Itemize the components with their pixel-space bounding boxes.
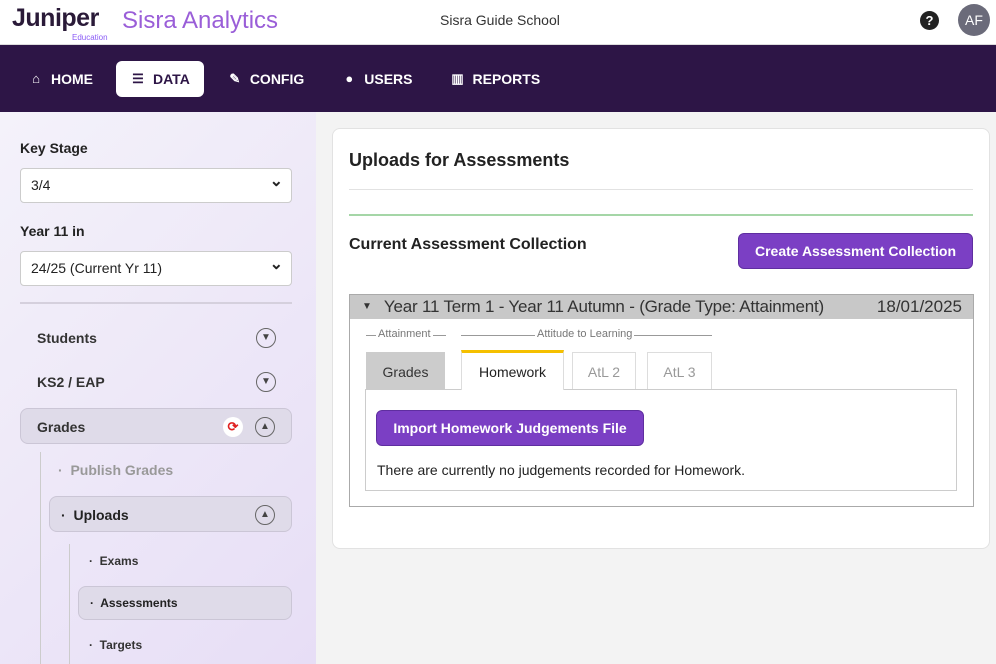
logo[interactable]: Juniper [12,4,99,32]
school-name: Sisra Guide School [440,12,560,28]
item-label: Grades [37,419,86,435]
tab-atl-3[interactable]: AtL 3 [647,352,712,390]
import-homework-button[interactable]: Import Homework Judgements File [376,410,644,446]
main-nav: ⌂ HOME ☰ DATA ✎ CONFIG ● USERS ▥ REPORTS [0,45,996,112]
item-label: Targets [99,638,143,652]
nav-label: HOME [51,70,93,87]
item-label: Uploads [73,507,129,523]
caret-down-icon: ▼ [362,301,372,312]
tab-panel: Import Homework Judgements File There ar… [365,389,957,491]
success-line [349,214,973,216]
year-label: Year 11 in [20,223,85,239]
database-icon: ☰ [132,70,144,86]
avatar[interactable]: AF [958,4,990,36]
nav-label: CONFIG [249,70,305,87]
refresh-icon[interactable]: ⟳ [223,417,243,437]
home-icon: ⌂ [32,70,40,86]
page-title: Uploads for Assessments [349,150,570,170]
tab-atl-2[interactable]: AtL 2 [572,352,636,390]
sidebar-item-targets[interactable]: · Targets [89,638,143,652]
group-label: Attainment [376,328,433,340]
item-label: Students [37,330,97,346]
main-card: Uploads for Assessments Current Assessme… [332,128,990,549]
nav-label: DATA [153,70,190,87]
sidebar-item-grades[interactable]: Grades ⟳ ▲ [20,408,292,444]
nav-home[interactable]: ⌂ HOME [14,61,107,97]
divider [349,189,973,190]
chevron-up-icon[interactable]: ▲ [255,505,275,525]
sidebar-item-students[interactable]: Students ▼ [20,320,292,356]
collection-header[interactable]: ▼ Year 11 Term 1 - Year 11 Autumn - (Grad… [350,295,973,319]
item-label: Assessments [100,596,178,610]
chevron-down-icon[interactable]: ▼ [256,328,276,348]
app-name: Sisra Analytics [122,7,279,34]
item-label: KS2 / EAP [37,374,105,390]
collection-title: Year 11 Term 1 - Year 11 Autumn - (Grade… [383,297,825,316]
year-select[interactable]: 24/25 (Current Yr 11) [20,248,292,286]
tree-line [40,452,41,664]
logo-sub: Education [72,33,108,42]
wrench-icon: ✎ [229,70,241,86]
group-label: Attitude to Learning [535,328,635,340]
tree-line [69,544,70,664]
tab-homework[interactable]: Homework [461,350,564,390]
item-label: Exams [99,554,139,568]
chevron-up-icon[interactable]: ▲ [255,417,275,437]
group-atl: Attitude to Learning [461,328,712,340]
sidebar-item-ks2[interactable]: KS2 / EAP ▼ [20,364,292,400]
nav-reports[interactable]: ▥ REPORTS [436,61,555,97]
empty-message: There are currently no judgements record… [377,462,746,478]
group-attainment: Attainment [366,328,446,340]
key-stage-label: Key Stage [20,140,88,156]
sidebar: Key Stage 3/4 Year 11 in 24/25 (Current … [0,112,316,664]
key-stage-select[interactable]: 3/4 [20,165,292,203]
nav-users[interactable]: ● USERS [327,61,426,97]
sidebar-item-publish-grades[interactable]: · Publish Grades [58,462,174,478]
sidebar-item-assessments[interactable]: · Assessments [78,586,292,620]
sidebar-item-uploads[interactable]: · Uploads ▲ [49,496,292,532]
tab-grades[interactable]: Grades [366,352,445,390]
item-label: Publish Grades [70,462,174,478]
sidebar-item-exams[interactable]: · Exams [89,554,139,568]
help-icon[interactable]: ? [920,11,939,30]
nav-label: USERS [364,70,413,87]
collection-date: 18/01/2025 [876,297,962,316]
users-icon: ● [345,70,354,86]
bar-chart-icon: ▥ [451,70,464,86]
divider [20,302,292,304]
nav-data[interactable]: ☰ DATA [116,60,204,97]
top-bar: Juniper Education Sisra Analytics Sisra … [0,0,996,45]
chevron-down-icon[interactable]: ▼ [256,372,276,392]
current-collection-label: Current Assessment Collection [349,236,587,253]
create-collection-button[interactable]: Create Assessment Collection [738,233,973,269]
collection-accordion: ▼ Year 11 Term 1 - Year 11 Autumn - (Grad… [349,294,974,507]
nav-label: REPORTS [472,70,541,87]
nav-config[interactable]: ✎ CONFIG [213,61,318,97]
